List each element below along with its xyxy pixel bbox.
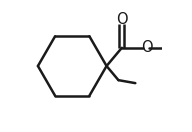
Text: O: O (116, 12, 128, 27)
Text: O: O (141, 40, 152, 55)
